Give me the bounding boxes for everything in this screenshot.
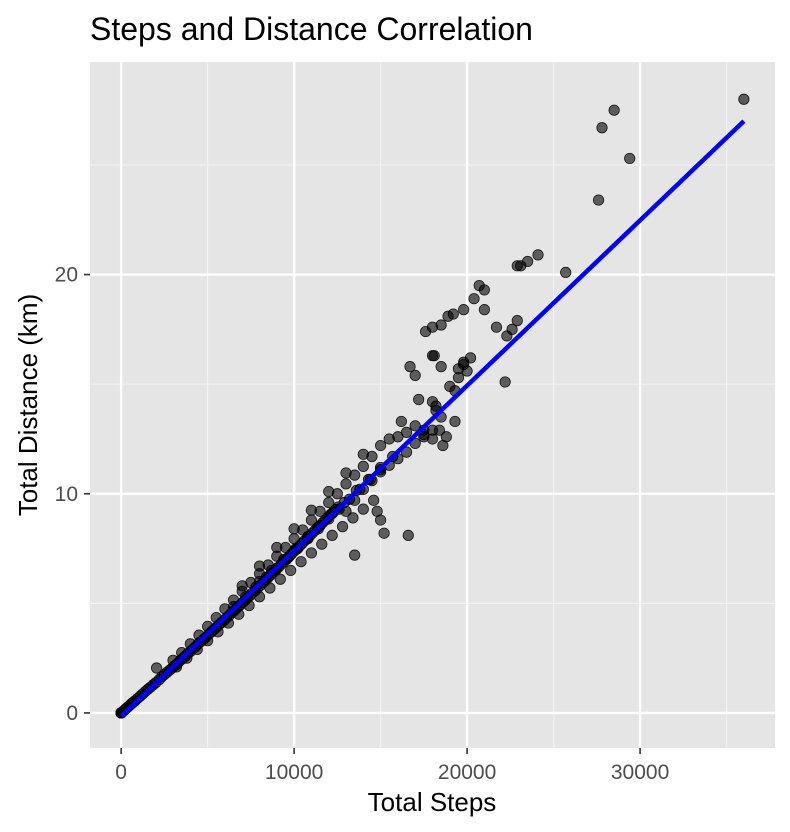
data-point <box>490 321 503 333</box>
data-point <box>236 580 248 592</box>
data-point <box>400 426 413 438</box>
data-point <box>532 249 544 261</box>
x-axis: 0 10000 20000 30000 <box>115 748 669 784</box>
data-point <box>499 376 511 388</box>
y-tick-label: 0 <box>66 702 78 725</box>
data-point <box>428 350 440 362</box>
minor-gridlines <box>90 62 775 748</box>
data-point <box>316 538 328 550</box>
data-point <box>468 293 480 305</box>
data-point <box>433 424 446 436</box>
x-tick-label: 30000 <box>611 761 669 784</box>
data-point <box>400 446 413 458</box>
plot-panel <box>90 62 775 748</box>
data-point <box>560 266 572 279</box>
data-point <box>402 529 414 542</box>
data-point <box>271 541 283 554</box>
data-point <box>371 505 383 517</box>
trend-line-layer <box>119 119 746 718</box>
y-axis: 0 10 20 <box>55 264 90 725</box>
data-point <box>458 356 470 368</box>
data-point <box>323 496 335 509</box>
data-point <box>435 319 447 331</box>
chart-title: Steps and Distance Correlation <box>90 11 533 47</box>
data-point <box>357 503 369 515</box>
data-point <box>447 308 459 320</box>
data-point <box>592 194 605 206</box>
data-point <box>340 467 352 479</box>
data-point <box>608 104 620 116</box>
data-point <box>274 573 286 585</box>
data-point <box>323 485 335 498</box>
data-point <box>395 415 407 428</box>
x-tick-label: 0 <box>115 761 127 784</box>
data-point <box>347 512 359 524</box>
data-point <box>340 505 352 517</box>
data-point <box>233 608 245 620</box>
x-axis-title: Total Steps <box>368 787 497 817</box>
data-point <box>349 549 361 561</box>
data-point <box>413 393 425 406</box>
data-point <box>357 460 369 472</box>
data-point <box>511 315 523 327</box>
data-point <box>404 361 416 373</box>
data-point <box>295 556 307 568</box>
data-point <box>288 523 300 535</box>
data-point <box>522 255 534 268</box>
data-point <box>458 304 470 316</box>
data-point <box>285 564 297 577</box>
data-point <box>288 533 300 545</box>
data-point <box>435 361 447 373</box>
data-point <box>478 284 490 296</box>
data-point <box>426 433 439 445</box>
data-point <box>368 494 380 506</box>
data-point <box>437 439 449 452</box>
data-point <box>253 591 266 603</box>
y-tick-label: 20 <box>55 264 78 287</box>
data-point <box>253 560 266 572</box>
data-point <box>264 582 276 594</box>
y-tick-label: 10 <box>55 483 78 506</box>
data-point <box>340 478 352 490</box>
data-point <box>378 527 390 539</box>
data-point <box>305 547 318 559</box>
data-point <box>222 617 234 629</box>
data-point <box>336 521 349 533</box>
data-point <box>409 369 421 382</box>
trend-line <box>119 119 746 718</box>
data-point <box>150 662 163 674</box>
data-point <box>624 152 636 165</box>
data-point <box>596 122 608 134</box>
data-point <box>738 93 750 105</box>
y-axis-title: Total Distance (km) <box>13 294 43 517</box>
major-gridlines <box>90 62 775 748</box>
data-point <box>326 529 338 542</box>
data-point <box>305 504 318 516</box>
x-tick-label: 20000 <box>438 761 496 784</box>
data-point <box>506 323 518 335</box>
data-point <box>375 439 387 452</box>
data-point <box>478 304 490 316</box>
x-tick-label: 10000 <box>265 761 323 784</box>
data-point <box>357 448 369 460</box>
data-point <box>449 415 461 428</box>
